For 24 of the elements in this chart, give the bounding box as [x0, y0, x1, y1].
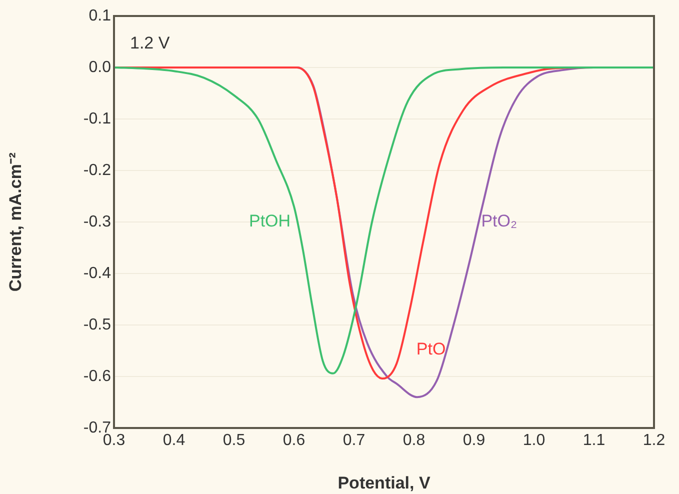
y-tick-label: -0.2: [83, 162, 112, 179]
series-label: PtOH: [249, 212, 291, 231]
x-tick-label: 0.7: [342, 432, 366, 450]
x-tick-label: 0.8: [402, 432, 426, 450]
y-tick-label: -0.1: [83, 110, 112, 128]
y-tick-label: -0.5: [83, 316, 112, 334]
x-tick-label: 1.0: [522, 432, 546, 450]
x-tick-label: 0.5: [222, 432, 246, 450]
x-tick-label: 0.3: [102, 432, 126, 450]
y-tick-label: 0.0: [88, 58, 112, 76]
y-tick-label: -0.4: [83, 264, 112, 282]
y-tick-label: -0.3: [83, 213, 112, 230]
x-tick-label: 1.2: [642, 432, 666, 450]
series-label: PtO₂: [481, 212, 518, 231]
y-tick-label: 0.1: [88, 7, 112, 24]
series-label: PtO: [416, 339, 446, 358]
x-tick-label: 1.1: [582, 432, 606, 450]
x-tick-label: 0.9: [462, 432, 486, 450]
y-axis-title: Current, mA.cm⁻²: [6, 152, 25, 292]
x-tick-label: 0.4: [162, 432, 186, 450]
y-tick-label: -0.6: [83, 368, 112, 385]
x-tick-label: 0.6: [282, 432, 306, 450]
x-axis-title: Potential, V: [338, 473, 431, 492]
annotation: 1.2 V: [130, 34, 170, 53]
